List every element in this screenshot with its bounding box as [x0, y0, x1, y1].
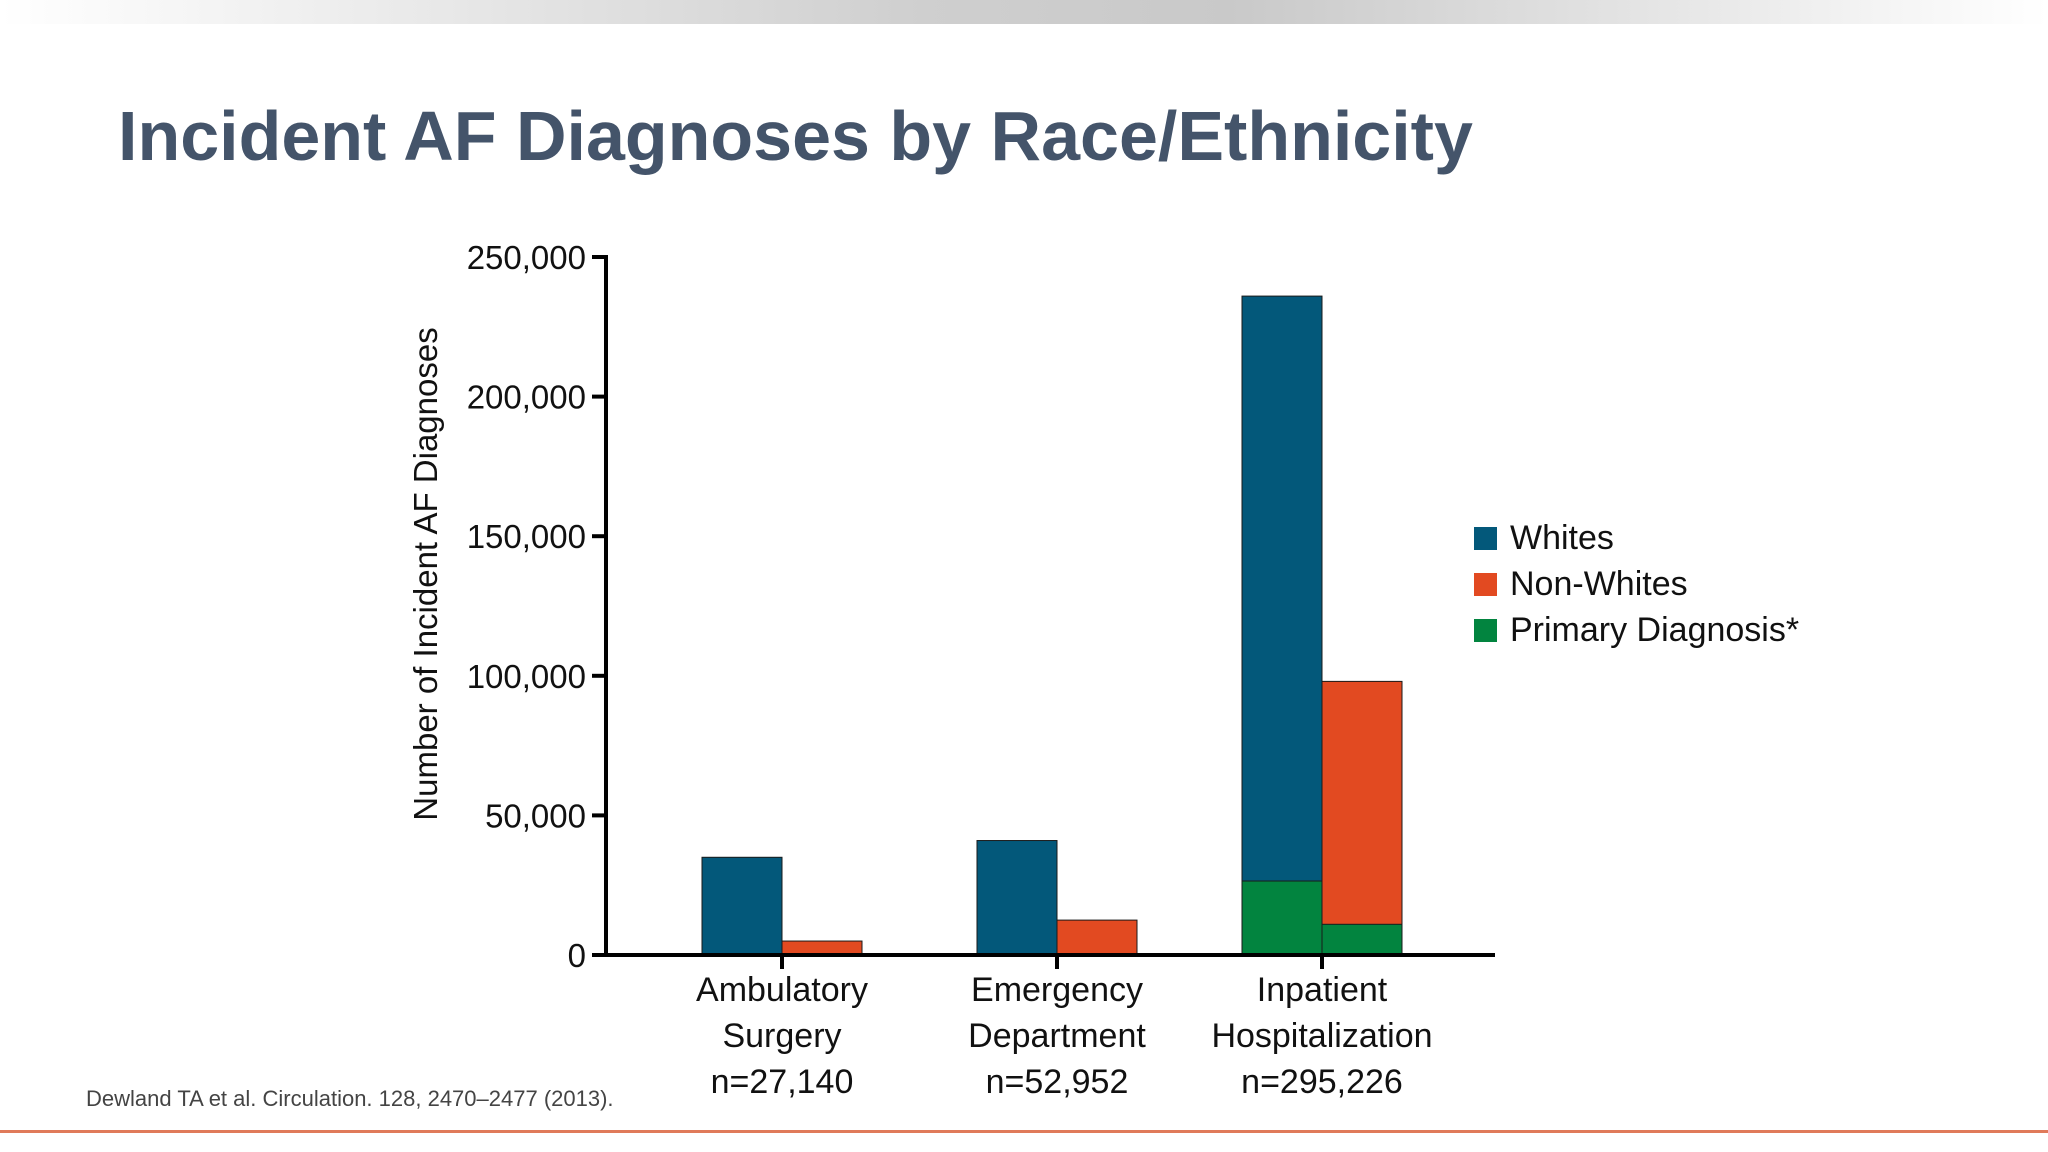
legend-item-primary-diagnosis: Primary Diagnosis*	[1474, 607, 1799, 653]
x-tick-label-2-0: Inpatient	[1257, 971, 1388, 1009]
slide-title: Incident AF Diagnoses by Race/Ethnicity	[118, 97, 1473, 175]
legend-item-non-whites: Non-Whites	[1474, 561, 1799, 607]
bar-non-whites-2	[1321, 680, 1403, 956]
x-tick-label-0-2: n=27,140	[711, 1063, 854, 1101]
bar-whites-2	[1241, 295, 1323, 956]
legend-label-non-whites: Non-Whites	[1510, 564, 1688, 603]
y-tick-label-4: 200,000	[467, 379, 586, 416]
y-tick-label-1: 50,000	[485, 797, 586, 834]
x-tick-label-0-0: Ambulatory	[696, 971, 868, 1009]
bar-non-whites-1	[1056, 919, 1138, 956]
bottom-rule	[0, 1130, 2048, 1133]
bar-primary-diagnosis-non-whites-2	[1321, 923, 1403, 956]
y-tick-label-3: 150,000	[467, 518, 586, 555]
x-tick-label-0-1: Surgery	[722, 1017, 841, 1055]
legend-label-primary-diagnosis: Primary Diagnosis*	[1510, 610, 1800, 649]
y-tick-label-0: 0	[568, 937, 586, 974]
y-tick-label-2: 100,000	[467, 658, 586, 695]
bar-non-whites-0	[781, 940, 863, 956]
legend-swatch-whites	[1474, 526, 1497, 550]
bar-whites-1	[976, 840, 1058, 956]
legend-swatch-non-whites	[1474, 572, 1497, 596]
chart-legend: Whites Non-Whites Primary Diagnosis*	[1474, 515, 1799, 653]
legend-swatch-primary-diagnosis	[1474, 618, 1497, 642]
top-decorative-band	[0, 0, 2048, 24]
x-tick-label-1-1: Department	[968, 1017, 1146, 1055]
x-tick-label-1-0: Emergency	[971, 971, 1143, 1009]
legend-item-whites: Whites	[1474, 515, 1799, 561]
y-axis-label: Number of Incident AF Diagnoses	[407, 327, 444, 820]
bar-whites-0	[701, 856, 783, 956]
legend-label-whites: Whites	[1510, 518, 1614, 557]
x-tick-label-1-2: n=52,952	[986, 1063, 1129, 1101]
bar-primary-diagnosis-whites-2	[1241, 880, 1323, 956]
citation: Dewland TA et al. Circulation. 128, 2470…	[86, 1086, 614, 1111]
y-tick-label-5: 250,000	[467, 239, 586, 276]
x-tick-label-2-1: Hospitalization	[1211, 1017, 1432, 1055]
x-tick-label-2-2: n=295,226	[1241, 1063, 1403, 1101]
